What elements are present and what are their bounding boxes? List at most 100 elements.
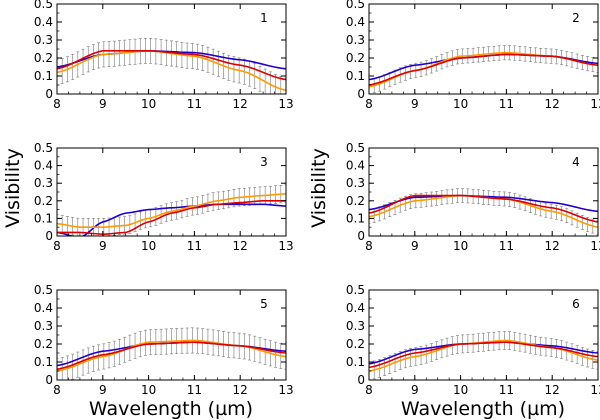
y-tick-label: 0.4 — [34, 301, 53, 315]
y-tick-label: 0.1 — [34, 355, 53, 369]
y-tick-label: 0.3 — [346, 319, 365, 333]
panel-number-label: 6 — [572, 297, 580, 311]
x-tick-label: 13 — [590, 97, 600, 111]
y-tick-label: 0.5 — [34, 283, 53, 297]
x-tick-label: 9 — [411, 239, 419, 253]
y-tick-label: 0 — [45, 373, 53, 387]
x-tick-label: 11 — [499, 383, 514, 397]
x-tick-label: 8 — [53, 383, 61, 397]
series-lines — [369, 194, 598, 228]
y-tick-label: 0.1 — [34, 211, 53, 225]
x-tick-label: 8 — [365, 383, 373, 397]
panel-2: 8 9 10 11 12 13 0 0.1 0.2 0.3 0.4 0.5 2 — [346, 0, 600, 111]
x-tick-label: 11 — [499, 239, 514, 253]
x-tick-label: 9 — [411, 383, 419, 397]
x-tick-label: 12 — [233, 239, 248, 253]
x-tick-label: 8 — [53, 239, 61, 253]
x-tick-label: 12 — [233, 97, 248, 111]
series-line-model-red — [369, 194, 598, 223]
x-tick-label: 11 — [499, 97, 514, 111]
y-tick-label: 0.2 — [346, 337, 365, 351]
y-tick-label: 0.5 — [34, 141, 53, 155]
x-tick-label: 11 — [187, 97, 202, 111]
y-tick-label: 0.1 — [346, 69, 365, 83]
panel-3: 8 9 10 11 12 13 0 0.1 0.2 0.3 0.4 0.5 3 — [34, 141, 294, 253]
x-tick-label: 9 — [99, 383, 107, 397]
x-tick-label: 10 — [141, 383, 156, 397]
series-lines — [369, 51, 598, 88]
series-lines — [369, 339, 598, 372]
series-lines — [57, 192, 286, 236]
x-tick-label: 13 — [278, 97, 293, 111]
x-tick-label: 10 — [453, 97, 468, 111]
y-tick-label: 0 — [357, 229, 365, 243]
x-tick-label: 12 — [545, 239, 560, 253]
y-tick-label: 0.3 — [34, 319, 53, 333]
y-tick-label: 0.5 — [346, 141, 365, 155]
panel-number-label: 1 — [260, 11, 268, 25]
series-line-model-red — [369, 53, 598, 86]
x-tick-label: 13 — [278, 239, 293, 253]
error-bars — [369, 45, 598, 94]
y-tick-label: 0 — [45, 87, 53, 101]
y-tick-label: 0.3 — [346, 176, 365, 190]
x-tick-label: 12 — [545, 383, 560, 397]
y-tick-label: 0 — [357, 373, 365, 387]
panel-5: 8 9 10 11 12 13 0 0.1 0.2 0.3 0.4 0.5 5 — [34, 283, 294, 397]
panel-number-label: 5 — [260, 297, 268, 311]
y-tick-label: 0.2 — [346, 51, 365, 65]
x-tick-label: 13 — [590, 239, 600, 253]
panel-6: 8 9 10 11 12 13 0 0.1 0.2 0.3 0.4 0.5 6 — [346, 283, 600, 397]
y-tick-label: 0 — [45, 229, 53, 243]
x-tick-label: 8 — [365, 239, 373, 253]
x-tick-label: 8 — [53, 97, 61, 111]
panel-number-label: 3 — [260, 155, 268, 169]
error-bars — [57, 184, 286, 236]
x-tick-label: 13 — [590, 383, 600, 397]
x-tick-label: 11 — [187, 383, 202, 397]
x-tick-label: 9 — [99, 97, 107, 111]
panel-number-label: 4 — [572, 155, 580, 169]
series-lines — [57, 339, 286, 372]
series-line-model-red — [57, 341, 286, 370]
x-axis-title-right: Wavelength (µm) — [401, 398, 565, 420]
series-lines — [57, 49, 286, 92]
x-tick-label: 8 — [365, 97, 373, 111]
y-tick-label: 0.5 — [34, 0, 53, 11]
x-tick-label: 10 — [453, 239, 468, 253]
y-tick-label: 0.3 — [34, 176, 53, 190]
x-tick-label: 9 — [99, 239, 107, 253]
y-tick-label: 0.4 — [34, 15, 53, 29]
y-tick-label: 0.4 — [346, 15, 365, 29]
error-bars — [57, 327, 286, 380]
y-tick-label: 0.5 — [346, 283, 365, 297]
y-tick-label: 0.2 — [34, 337, 53, 351]
x-tick-label: 10 — [453, 383, 468, 397]
y-tick-label: 0.3 — [34, 33, 53, 47]
y-tick-label: 0.2 — [346, 194, 365, 208]
axes-frame — [56, 147, 287, 237]
y-tick-label: 0.4 — [346, 159, 365, 173]
panel-1: 8 9 10 11 12 13 0 0.1 0.2 0.3 0.4 0.5 1 — [34, 0, 294, 111]
y-axis-title-right: Visibility — [308, 148, 330, 228]
y-tick-label: 0 — [357, 87, 365, 101]
series-line-model-red — [369, 341, 598, 369]
panel-4: 8 9 10 11 12 13 0 0.1 0.2 0.3 0.4 0.5 4 — [346, 141, 600, 253]
series-line-model-blue — [369, 194, 598, 213]
y-tick-label: 0.2 — [34, 51, 53, 65]
y-tick-label: 0.2 — [34, 194, 53, 208]
x-tick-label: 12 — [545, 97, 560, 111]
series-line-model-orange — [57, 192, 286, 228]
series-line-model-red — [57, 50, 286, 81]
y-tick-label: 0.1 — [346, 211, 365, 225]
x-tick-label: 11 — [187, 239, 202, 253]
panel-number-label: 2 — [572, 11, 580, 25]
series-line-model-orange — [57, 49, 286, 92]
y-tick-label: 0.4 — [346, 301, 365, 315]
x-tick-label: 10 — [141, 239, 156, 253]
x-axis-title-left: Wavelength (µm) — [89, 398, 253, 420]
y-tick-label: 0.1 — [34, 69, 53, 83]
series-line-model-red — [57, 200, 286, 236]
x-tick-label: 9 — [411, 97, 419, 111]
